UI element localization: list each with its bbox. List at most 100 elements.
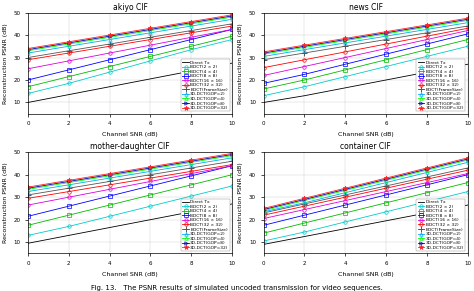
BDCT(2 × 2): [147, 59, 153, 63]
3D-DCT(GOP=4): [107, 36, 112, 39]
3D-DCT(GOP=32): [342, 187, 348, 190]
Line: 3D-DCT(GOP=4): 3D-DCT(GOP=4): [262, 158, 469, 212]
Line: 3D-DCT(GOP=2): 3D-DCT(GOP=2): [262, 21, 469, 58]
BDCT(16 × 16): [261, 217, 266, 220]
BDCT(32 × 32): [261, 213, 266, 217]
BDCT(8 × 8): [229, 164, 235, 167]
BDCT(8 × 8): [301, 73, 307, 76]
BDCT(4 × 4): [25, 223, 31, 227]
BDCT(FrameSize): [107, 42, 112, 46]
3D-DCT(GOP=32): [465, 156, 471, 159]
BDCT(8 × 8): [66, 68, 72, 72]
3D-DCT(GOP=32): [229, 13, 235, 17]
3D-DCT(GOP=32): [229, 152, 235, 155]
BDCT(2 × 2): [465, 190, 471, 193]
3D-DCT(GOP=2): [107, 176, 112, 180]
BDCT(FrameSize): [424, 31, 430, 35]
BDCT(4 × 4): [189, 183, 194, 187]
3D-DCT(GOP=8): [107, 173, 112, 176]
3D-DCT(GOP=8): [229, 14, 235, 18]
BDCT(2 × 2): [424, 200, 430, 203]
BDCT(16 × 16): [342, 199, 348, 202]
BDCT(2 × 2): [261, 94, 266, 97]
BDCT(8 × 8): [147, 48, 153, 52]
Line: BDCT(4 × 4): BDCT(4 × 4): [262, 181, 469, 235]
BDCT(FrameSize): [147, 36, 153, 39]
Legend: Direct Tx, BDCT(2 × 2), BDCT(4 × 4), BDCT(8 × 8), BDCT(16 × 16), BDCT(32 × 32), : Direct Tx, BDCT(2 × 2), BDCT(4 × 4), BDC…: [181, 199, 230, 251]
3D-DCT(GOP=2): [424, 28, 430, 31]
BDCT(FrameSize): [189, 166, 194, 170]
BDCT(16 × 16): [25, 203, 31, 207]
BDCT(4 × 4): [66, 75, 72, 78]
3D-DCT(GOP=4): [147, 29, 153, 32]
Direct Tx: [229, 202, 235, 206]
Line: BDCT(16 × 16): BDCT(16 × 16): [262, 172, 469, 220]
BDCT(2 × 2): [66, 225, 72, 228]
Direct Tx: [189, 69, 194, 73]
3D-DCT(GOP=4): [342, 39, 348, 42]
3D-DCT(GOP=32): [261, 207, 266, 210]
3D-DCT(GOP=32): [107, 33, 112, 37]
BDCT(FrameSize): [66, 187, 72, 190]
3D-DCT(GOP=32): [147, 26, 153, 30]
Legend: Direct Tx, BDCT(2 × 2), BDCT(4 × 4), BDCT(8 × 8), BDCT(16 × 16), BDCT(32 × 32), : Direct Tx, BDCT(2 × 2), BDCT(4 × 4), BDC…: [181, 59, 230, 111]
BDCT(2 × 2): [301, 230, 307, 234]
BDCT(32 × 32): [465, 26, 471, 30]
BDCT(2 × 2): [229, 38, 235, 41]
3D-DCT(GOP=32): [301, 196, 307, 200]
Line: 3D-DCT(GOP=8): 3D-DCT(GOP=8): [26, 14, 234, 52]
BDCT(16 × 16): [342, 56, 348, 59]
BDCT(16 × 16): [25, 67, 31, 70]
3D-DCT(GOP=4): [424, 168, 430, 172]
BDCT(8 × 8): [25, 78, 31, 82]
Line: BDCT(FrameSize): BDCT(FrameSize): [25, 21, 235, 60]
BDCT(FrameSize): [301, 202, 307, 206]
BDCT(32 × 32): [66, 190, 72, 193]
BDCT(32 × 32): [383, 42, 389, 46]
BDCT(2 × 2): [383, 65, 389, 68]
Line: 3D-DCT(GOP=4): 3D-DCT(GOP=4): [26, 154, 234, 191]
BDCT(8 × 8): [261, 81, 266, 85]
3D-DCT(GOP=4): [189, 22, 194, 26]
BDCT(FrameSize): [383, 184, 389, 188]
BDCT(2 × 2): [147, 205, 153, 208]
Direct Tx: [261, 243, 266, 246]
BDCT(8 × 8): [383, 193, 389, 197]
3D-DCT(GOP=32): [25, 185, 31, 189]
Line: Direct Tx: Direct Tx: [264, 64, 468, 102]
3D-DCT(GOP=32): [66, 40, 72, 44]
BDCT(8 × 8): [465, 173, 471, 176]
BDCT(4 × 4): [25, 85, 31, 88]
3D-DCT(GOP=2): [189, 163, 194, 166]
Direct Tx: [66, 234, 72, 237]
Line: BDCT(2 × 2): BDCT(2 × 2): [262, 190, 469, 243]
BDCT(2 × 2): [107, 214, 112, 218]
Line: Direct Tx: Direct Tx: [264, 205, 468, 244]
BDCT(8 × 8): [342, 63, 348, 66]
3D-DCT(GOP=4): [301, 199, 307, 202]
BDCT(16 × 16): [107, 188, 112, 191]
Direct Tx: [383, 219, 389, 223]
BDCT(FrameSize): [465, 24, 471, 28]
BDCT(FrameSize): [261, 58, 266, 61]
Direct Tx: [261, 101, 266, 104]
Line: BDCT(32 × 32): BDCT(32 × 32): [26, 24, 234, 61]
3D-DCT(GOP=8): [342, 188, 348, 191]
Direct Tx: [107, 226, 112, 229]
Line: BDCT(2 × 2): BDCT(2 × 2): [262, 45, 469, 97]
Line: BDCT(32 × 32): BDCT(32 × 32): [262, 168, 469, 217]
BDCT(8 × 8): [189, 174, 194, 178]
Line: BDCT(4 × 4): BDCT(4 × 4): [26, 34, 234, 88]
BDCT(16 × 16): [424, 38, 430, 41]
BDCT(4 × 4): [424, 48, 430, 52]
Direct Tx: [66, 93, 72, 96]
Line: BDCT(FrameSize): BDCT(FrameSize): [261, 23, 471, 63]
BDCT(FrameSize): [383, 38, 389, 41]
Line: 3D-DCT(GOP=32): 3D-DCT(GOP=32): [261, 16, 470, 54]
BDCT(16 × 16): [465, 172, 471, 175]
BDCT(8 × 8): [342, 203, 348, 207]
Direct Tx: [147, 77, 153, 81]
Direct Tx: [424, 211, 430, 215]
3D-DCT(GOP=8): [342, 38, 348, 41]
BDCT(32 × 32): [383, 187, 389, 190]
